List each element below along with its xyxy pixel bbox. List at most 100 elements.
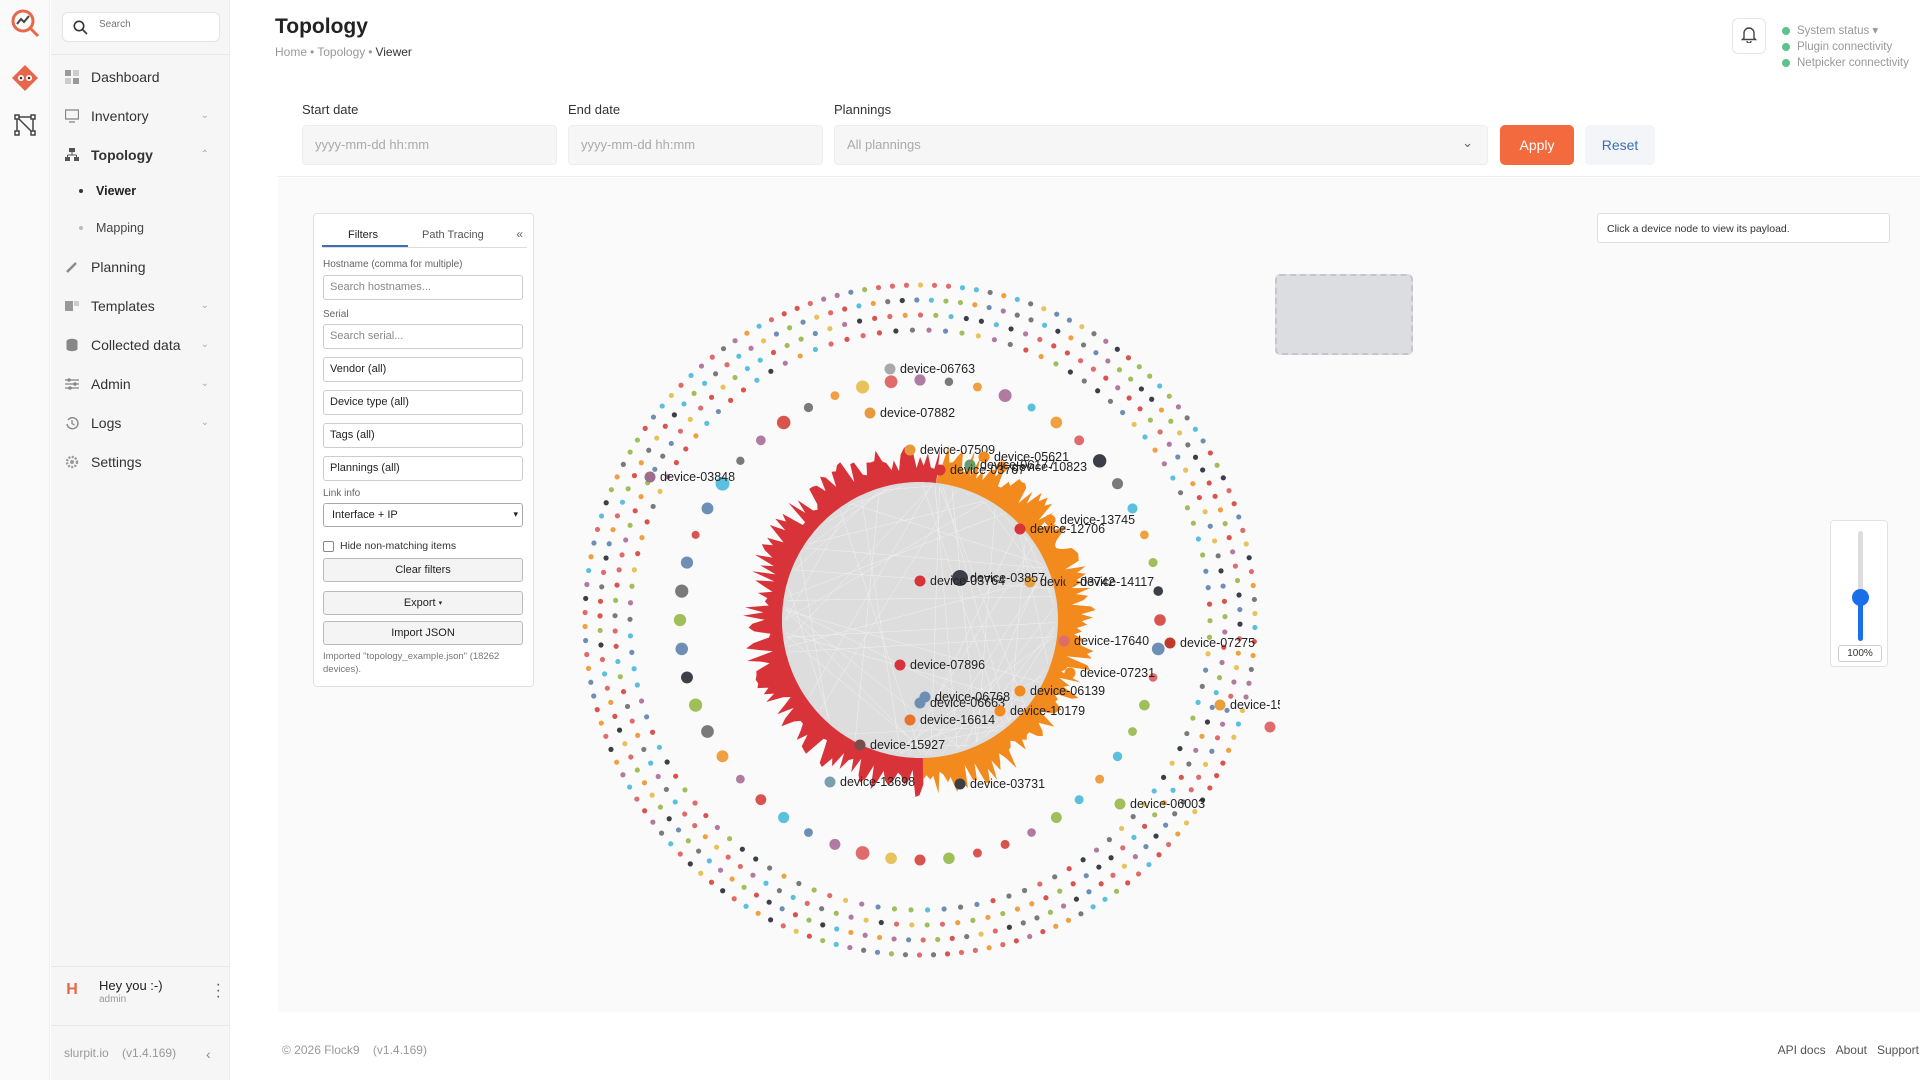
device-node	[1234, 577, 1241, 584]
reset-button[interactable]: Reset	[1585, 125, 1655, 165]
filters-panel: Filters Path Tracing « Hostname (comma f…	[313, 213, 534, 687]
device-node	[780, 923, 786, 929]
device-node	[1028, 301, 1034, 307]
tab-filters[interactable]: Filters	[348, 229, 378, 241]
api-docs-link[interactable]: API docs	[1777, 1043, 1826, 1057]
plugin-icon[interactable]	[10, 63, 40, 93]
vendor-select[interactable]: Vendor (all)	[323, 357, 523, 382]
topology-canvas[interactable]	[278, 178, 1920, 1012]
clear-filters-button[interactable]: Clear filters	[323, 558, 523, 582]
export-button[interactable]: Export ▾	[323, 591, 523, 615]
link-line	[963, 565, 1044, 748]
topology-graph[interactable]: device-06763device-07882device-07509devi…	[560, 260, 1280, 980]
app-logo-icon[interactable]	[10, 8, 40, 38]
history-icon	[65, 416, 79, 430]
sidebar-item-dashboard[interactable]: Dashboard	[65, 64, 217, 90]
sidebar-item-logs[interactable]: Logs ⌄	[65, 410, 217, 436]
sidebar-item-collected-data[interactable]: Collected data ⌄	[65, 332, 217, 358]
device-node	[649, 729, 656, 735]
device-node	[717, 867, 724, 873]
import-json-button[interactable]: Import JSON	[323, 621, 523, 645]
device-node	[614, 759, 620, 765]
device-node	[763, 880, 769, 886]
search-box[interactable]	[62, 12, 220, 42]
device-node	[677, 428, 684, 434]
device-node	[1228, 693, 1234, 699]
device-label: device-16614	[920, 713, 995, 727]
breadcrumb-home[interactable]: Home	[275, 45, 308, 59]
sidebar-item-settings[interactable]: Settings	[65, 449, 217, 475]
device-node	[664, 759, 670, 765]
link-line	[1012, 705, 1025, 719]
sidebar-item-planning[interactable]: Planning	[65, 254, 217, 280]
device-node	[665, 474, 671, 480]
device-node	[1218, 568, 1224, 574]
device-node	[739, 846, 745, 852]
sidebar-item-topology[interactable]: Topology ⌃	[65, 142, 217, 168]
sidebar-item-templates[interactable]: Templates ⌄	[65, 293, 217, 319]
device-node	[1044, 514, 1056, 526]
plannings-select[interactable]: All plannings ⌄	[834, 125, 1488, 165]
device-node	[955, 920, 961, 926]
device-node	[627, 633, 634, 639]
link-line	[808, 500, 984, 545]
serial-input[interactable]: Search serial...	[323, 324, 523, 349]
collapse-sidebar-icon[interactable]: ‹	[206, 1046, 211, 1062]
plannings-filter-select[interactable]: Plannings (all)	[323, 456, 523, 481]
device-label: device-05621	[994, 450, 1069, 464]
search-input[interactable]	[99, 19, 209, 30]
cluster-node	[855, 846, 870, 860]
sidebar-subitem-viewer[interactable]: Viewer	[79, 184, 136, 198]
notifications-button[interactable]	[1732, 18, 1766, 54]
system-status[interactable]: System status ▾	[1782, 23, 1909, 39]
device-node	[1136, 364, 1142, 370]
hide-non-matching-checkbox[interactable]: Hide non-matching items	[323, 540, 456, 552]
end-date-input[interactable]: yyyy-mm-dd hh:mm	[568, 125, 823, 165]
device-node	[1080, 342, 1087, 348]
apply-button[interactable]: Apply	[1500, 125, 1574, 165]
device-node	[1029, 901, 1035, 907]
chevron-down-icon: ⌄	[200, 378, 209, 389]
user-menu[interactable]: H Hey you :-) admin · · ·	[61, 976, 221, 1016]
device-node	[834, 292, 840, 298]
cluster-node	[1140, 530, 1149, 540]
device-node	[648, 760, 654, 766]
link-info-select[interactable]: Interface + IP ▾	[323, 503, 523, 527]
device-node	[682, 811, 688, 817]
device-node	[624, 703, 631, 710]
device-node	[1217, 507, 1224, 513]
device-node	[893, 921, 900, 927]
sidebar-subitem-mapping[interactable]: Mapping	[79, 221, 144, 235]
start-date-input[interactable]: yyyy-mm-dd hh:mm	[302, 125, 557, 165]
support-link[interactable]: Support	[1876, 1043, 1919, 1057]
sidebar-item-inventory[interactable]: Inventory ⌄	[65, 103, 217, 129]
device-node	[1166, 841, 1172, 848]
device-node	[687, 416, 693, 422]
breadcrumb-topology[interactable]: Topology	[317, 45, 366, 59]
device-node	[1192, 454, 1199, 460]
device-node	[623, 537, 629, 543]
link-info-label: Link info	[323, 488, 361, 499]
topology-graph-icon[interactable]	[10, 110, 40, 140]
zoom-control[interactable]: 100%	[1830, 520, 1888, 667]
checkbox-box[interactable]	[323, 540, 334, 552]
netpicker-status-label: Netpicker connectivity	[1797, 57, 1909, 69]
collapse-panel-icon[interactable]: «	[516, 227, 523, 241]
device-node	[926, 327, 932, 333]
kebab-menu-icon[interactable]: · · ·	[215, 976, 221, 1005]
sidebar-item-admin[interactable]: Admin ⌄	[65, 371, 217, 397]
link-line	[942, 486, 1009, 722]
device-node	[1054, 311, 1060, 317]
device-node	[736, 353, 742, 359]
about-link[interactable]: About	[1835, 1043, 1867, 1057]
zoom-slider[interactable]	[1852, 531, 1869, 641]
hostname-input[interactable]: Search hostnames...	[323, 275, 523, 300]
tags-select[interactable]: Tags (all)	[323, 423, 523, 448]
tab-path-tracing[interactable]: Path Tracing	[422, 229, 484, 241]
device-node	[1196, 774, 1202, 780]
device-node	[1203, 667, 1209, 673]
device-type-select[interactable]: Device type (all)	[323, 390, 523, 415]
link-line	[786, 513, 1004, 597]
zoom-slider-handle[interactable]	[1852, 589, 1869, 606]
device-node	[583, 637, 589, 644]
